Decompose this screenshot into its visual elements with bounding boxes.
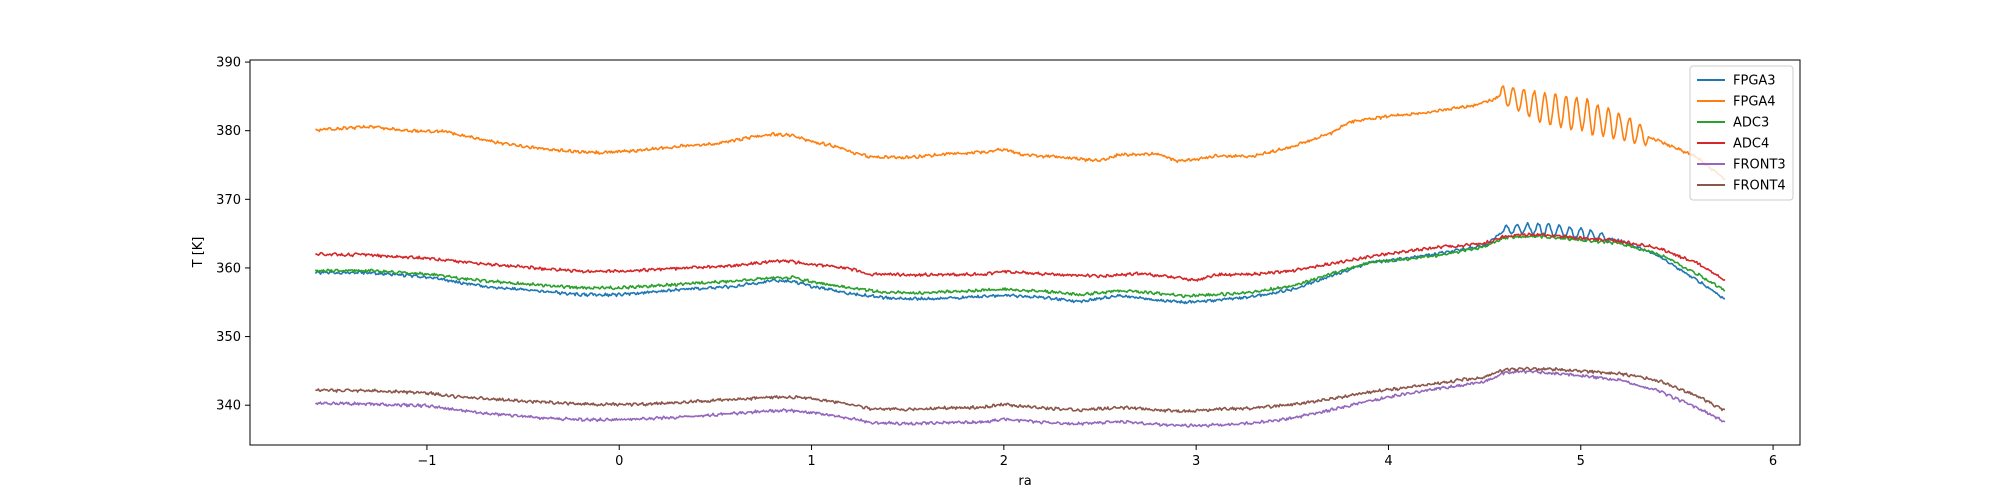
x-tick-label: 5	[1577, 454, 1585, 469]
y-tick-label: 360	[216, 261, 241, 276]
legend-box	[1689, 65, 1794, 201]
x-tick-label: 1	[807, 454, 815, 469]
legend: FPGA3 FPGA4 ADC3 ADC4 FRONT3 FRONT4	[1689, 65, 1794, 201]
series-line-front4	[315, 366, 1726, 414]
legend-label: FRONT3	[1733, 158, 1786, 173]
y-tick-label: 390	[216, 56, 241, 71]
x-axis-title: ra	[1018, 474, 1031, 489]
x-tick-label: 3	[1192, 454, 1200, 469]
plot-border	[249, 59, 1801, 446]
x-tick-label: 2	[1000, 454, 1008, 469]
legend-label: FPGA3	[1733, 74, 1776, 89]
legend-label: FRONT4	[1733, 179, 1786, 194]
plot-area	[250, 60, 1800, 445]
x-tick-label: −1	[417, 454, 436, 469]
series-line-adc3	[314, 234, 1726, 299]
x-tick-label: 0	[615, 454, 623, 469]
x-tick-label: 6	[1769, 454, 1777, 469]
y-tick-label: 380	[216, 124, 241, 139]
y-tick-label: 370	[216, 193, 241, 208]
y-axis: 340 350 360 370 380 390	[216, 56, 250, 414]
x-tick-label: 4	[1384, 454, 1392, 469]
series-line-adc4	[315, 232, 1726, 282]
y-tick-label: 340	[216, 399, 241, 414]
y-axis-title: T [K]	[191, 237, 206, 269]
legend-label: ADC3	[1733, 116, 1769, 131]
series-line-front3	[315, 369, 1726, 428]
legend-label: FPGA4	[1733, 95, 1776, 110]
legend-label: ADC4	[1733, 137, 1769, 152]
x-axis: −1 0 1 2 3 4 5 6	[417, 445, 1777, 469]
series-layer	[314, 85, 1726, 428]
y-tick-label: 350	[216, 330, 241, 345]
series-line-fpga4	[315, 85, 1726, 181]
